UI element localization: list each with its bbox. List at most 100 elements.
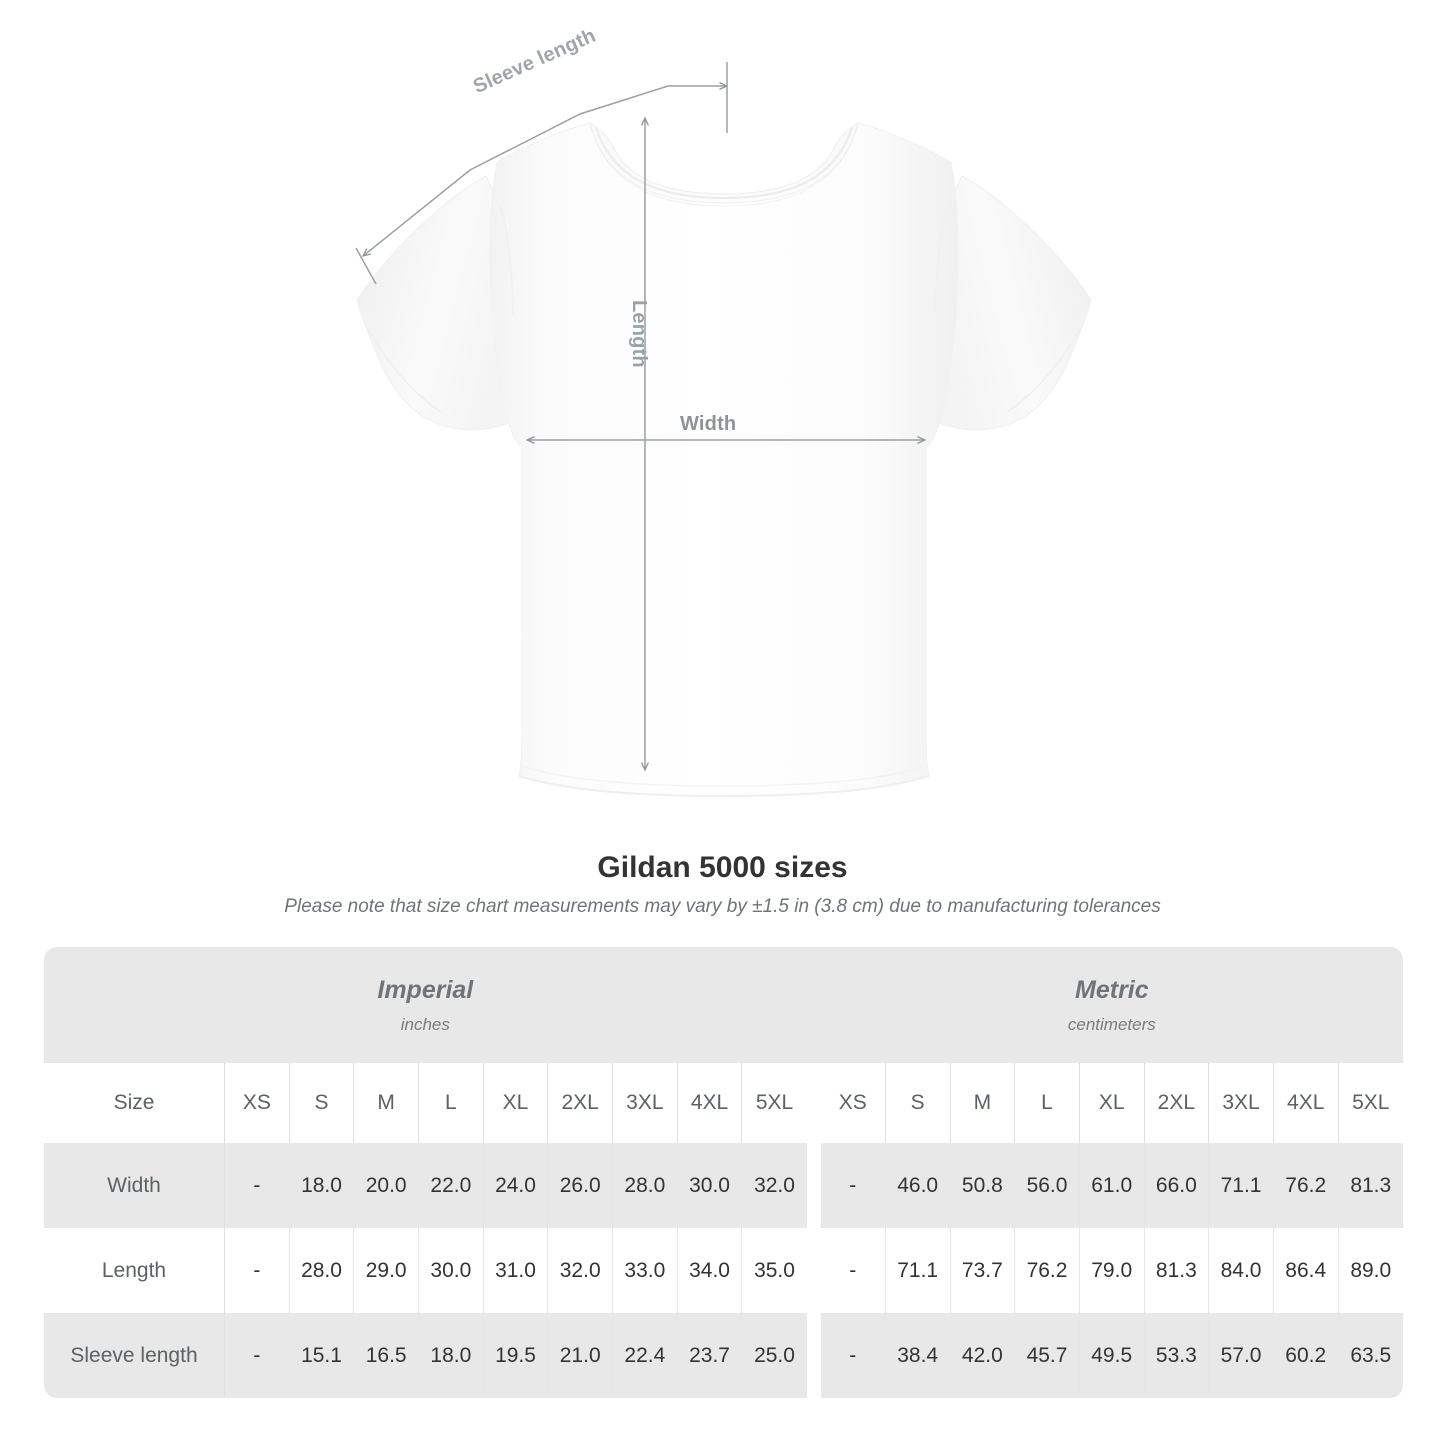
cell-sleeve-imp-4: 19.5 <box>483 1313 549 1398</box>
cell-width-met-4: 61.0 <box>1079 1143 1145 1228</box>
cell-length-imp-1: 28.0 <box>289 1228 355 1313</box>
cell-sleeve-met-5: 53.3 <box>1144 1313 1210 1398</box>
cell-length-met-0: - <box>820 1228 886 1313</box>
cell-length-met-8: 89.0 <box>1338 1228 1403 1313</box>
cell-sleeve-imp-5: 21.0 <box>547 1313 614 1398</box>
row-label-sleeve-length: Sleeve length <box>44 1313 225 1398</box>
cell-sleeve-met-2: 42.0 <box>950 1313 1016 1398</box>
size-col-met-6: 3XL <box>1208 1063 1274 1143</box>
cell-sleeve-met-3: 45.7 <box>1014 1313 1080 1398</box>
cell-width-imp-0: - <box>224 1143 290 1228</box>
unit-gap-cell <box>806 947 821 1063</box>
table-row: Width - 18.0 20.0 22.0 24.0 26.0 28.0 30… <box>44 1143 1403 1228</box>
cell-width-met-2: 50.8 <box>950 1143 1016 1228</box>
cell-sleeve-imp-7: 23.7 <box>677 1313 743 1398</box>
cell-length-imp-7: 34.0 <box>677 1228 743 1313</box>
imperial-unit-cell: Imperial inches <box>44 947 807 1063</box>
cell-sleeve-met-6: 57.0 <box>1208 1313 1274 1398</box>
size-col-met-8: 5XL <box>1338 1063 1403 1143</box>
imperial-unit-name: Imperial <box>377 976 474 1005</box>
cell-length-imp-8: 35.0 <box>741 1228 807 1313</box>
cell-sleeve-imp-2: 16.5 <box>353 1313 420 1398</box>
size-col-imp-2: M <box>353 1063 420 1143</box>
size-col-met-0: XS <box>820 1063 886 1143</box>
size-header-row: Size XS S M L XL 2XL 3XL 4XL 5XL XS S M … <box>44 1063 1403 1143</box>
cell-width-imp-3: 22.0 <box>418 1143 484 1228</box>
size-col-met-1: S <box>885 1063 951 1143</box>
size-col-met-2: M <box>950 1063 1016 1143</box>
cell-width-met-7: 76.2 <box>1273 1143 1339 1228</box>
cell-length-met-7: 86.4 <box>1273 1228 1339 1313</box>
cell-width-met-3: 56.0 <box>1014 1143 1080 1228</box>
cell-width-imp-5: 26.0 <box>547 1143 614 1228</box>
size-col-met-4: XL <box>1079 1063 1145 1143</box>
cell-sleeve-imp-1: 15.1 <box>289 1313 355 1398</box>
size-col-imp-1: S <box>289 1063 355 1143</box>
cell-sleeve-met-1: 38.4 <box>885 1313 951 1398</box>
unit-banner-row: Imperial inches Metric centimeters <box>44 947 1403 1063</box>
cell-sleeve-imp-8: 25.0 <box>741 1313 807 1398</box>
cell-length-imp-2: 29.0 <box>353 1228 420 1313</box>
size-col-imp-8: 5XL <box>741 1063 807 1143</box>
tshirt-measurement-figure: Sleeve length Length Width <box>355 24 1092 798</box>
cell-length-met-5: 81.3 <box>1144 1228 1210 1313</box>
size-col-met-5: 2XL <box>1144 1063 1210 1143</box>
size-col-imp-0: XS <box>224 1063 290 1143</box>
size-col-imp-4: XL <box>483 1063 549 1143</box>
cell-length-met-3: 76.2 <box>1014 1228 1080 1313</box>
cell-sleeve-met-7: 60.2 <box>1273 1313 1339 1398</box>
cell-width-imp-4: 24.0 <box>483 1143 549 1228</box>
row-label-width: Width <box>44 1143 225 1228</box>
cell-sleeve-imp-0: - <box>224 1313 290 1398</box>
cell-length-imp-3: 30.0 <box>418 1228 484 1313</box>
size-chart-table-wrapper: Imperial inches Metric centimeters Size … <box>44 947 1403 1398</box>
cell-length-imp-4: 31.0 <box>483 1228 549 1313</box>
cell-width-met-5: 66.0 <box>1144 1143 1210 1228</box>
cell-length-met-1: 71.1 <box>885 1228 951 1313</box>
cell-width-met-0: - <box>820 1143 886 1228</box>
cell-width-met-6: 71.1 <box>1208 1143 1274 1228</box>
cell-sleeve-imp-6: 22.4 <box>612 1313 678 1398</box>
tshirt-illustration <box>355 62 1092 798</box>
cell-width-imp-1: 18.0 <box>289 1143 355 1228</box>
section-gap <box>806 1143 821 1228</box>
metric-unit-name: Metric <box>1075 976 1149 1005</box>
cell-length-met-4: 79.0 <box>1079 1228 1145 1313</box>
size-col-imp-3: L <box>418 1063 484 1143</box>
cell-width-met-8: 81.3 <box>1338 1143 1403 1228</box>
cell-sleeve-imp-3: 18.0 <box>418 1313 484 1398</box>
dimension-lines <box>355 62 927 772</box>
section-gap <box>806 1063 821 1143</box>
metric-unit-sub: centimeters <box>1067 1014 1156 1034</box>
cell-length-imp-0: - <box>224 1228 290 1313</box>
cell-width-met-1: 46.0 <box>885 1143 951 1228</box>
cell-length-met-2: 73.7 <box>950 1228 1016 1313</box>
cell-sleeve-met-8: 63.5 <box>1338 1313 1403 1398</box>
metric-unit-cell: Metric centimeters <box>820 947 1403 1063</box>
page-title: Gildan 5000 sizes <box>597 851 848 884</box>
cell-length-imp-6: 33.0 <box>612 1228 678 1313</box>
size-col-imp-5: 2XL <box>547 1063 614 1143</box>
size-chart-table: Imperial inches Metric centimeters Size … <box>44 947 1403 1398</box>
tolerance-note: Please note that size chart measurements… <box>284 896 1161 917</box>
tshirt-body-shape <box>356 121 1092 798</box>
cell-sleeve-met-4: 49.5 <box>1079 1313 1145 1398</box>
cell-width-imp-6: 28.0 <box>612 1143 678 1228</box>
size-col-imp-6: 3XL <box>612 1063 678 1143</box>
width-label: Width <box>680 413 737 435</box>
row-label-length: Length <box>44 1228 225 1313</box>
section-gap <box>806 1313 821 1398</box>
table-row: Sleeve length - 15.1 16.5 18.0 19.5 21.0… <box>44 1313 1403 1398</box>
cell-sleeve-met-0: - <box>820 1313 886 1398</box>
section-gap <box>806 1228 821 1313</box>
cell-width-imp-2: 20.0 <box>353 1143 420 1228</box>
table-row: Length - 28.0 29.0 30.0 31.0 32.0 33.0 3… <box>44 1228 1403 1313</box>
cell-length-met-6: 84.0 <box>1208 1228 1274 1313</box>
length-label: Length <box>628 300 650 368</box>
size-col-imp-7: 4XL <box>677 1063 743 1143</box>
cell-width-imp-7: 30.0 <box>677 1143 743 1228</box>
cell-length-imp-5: 32.0 <box>547 1228 614 1313</box>
size-col-met-3: L <box>1014 1063 1080 1143</box>
cell-width-imp-8: 32.0 <box>741 1143 807 1228</box>
imperial-unit-sub: inches <box>400 1014 450 1034</box>
